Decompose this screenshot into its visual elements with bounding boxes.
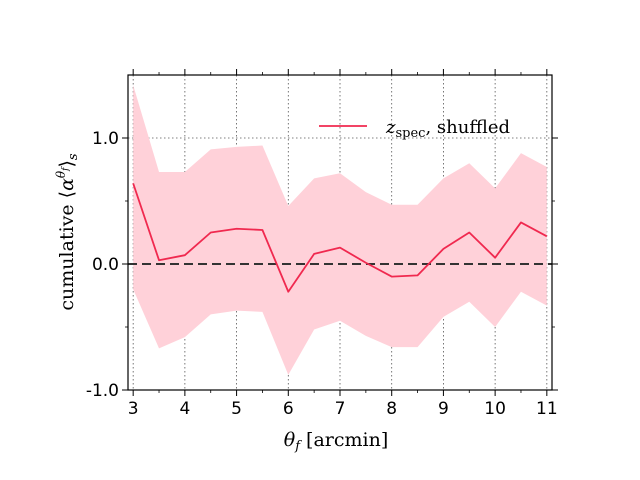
y-tick-label: 1.0 [92,129,119,149]
x-tick-label: 9 [438,399,449,419]
x-axis-label: θf [arcmin] [284,429,389,454]
legend-label-sub: spec [395,126,425,141]
x-tick-label: 6 [283,399,294,419]
x-tick-label: 4 [179,399,190,419]
series-line [132,183,548,293]
legend-label: zspec, shuffled [385,117,510,141]
legend: zspec, shuffled [319,117,510,141]
y-tick-label: 0.0 [92,255,119,275]
x-tick-label: 5 [231,399,242,419]
x-tick-label: 3 [128,399,139,419]
legend-label-main: z [385,117,396,138]
tick-labels: 3 4 5 6 7 8 9 10 11 -1.0 0.0 1.0 [86,129,558,419]
y-axis-label: cumulative ⟨αθf⟩s [54,153,81,311]
x-tick-label: 8 [386,399,397,419]
ticks [122,69,558,396]
y-tick-label: -1.0 [86,381,119,401]
x-tick-label: 7 [335,399,346,419]
x-tick-label: 11 [536,399,558,419]
confidence-band [133,85,547,375]
legend-label-rest: , shuffled [425,117,510,138]
x-tick-label: 10 [484,399,506,419]
